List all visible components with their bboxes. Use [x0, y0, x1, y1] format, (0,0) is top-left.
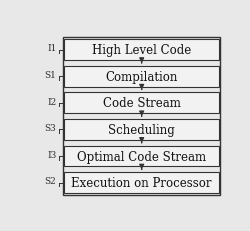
Bar [64, 173, 219, 193]
Text: S2: S2 [45, 177, 56, 186]
Bar [63, 38, 220, 195]
Text: I3: I3 [47, 150, 56, 159]
Text: I2: I2 [47, 97, 56, 106]
Text: Optimal Code Stream: Optimal Code Stream [77, 150, 206, 163]
Text: I1: I1 [47, 44, 56, 53]
Text: High Level Code: High Level Code [92, 44, 191, 57]
Text: Scheduling: Scheduling [108, 123, 175, 136]
Text: S1: S1 [44, 71, 56, 80]
Text: Code Stream: Code Stream [103, 97, 180, 110]
Text: Compilation: Compilation [106, 70, 178, 83]
Bar [64, 40, 219, 61]
Text: Execution on Processor: Execution on Processor [72, 176, 212, 189]
Bar [64, 120, 219, 140]
Bar [64, 146, 219, 167]
Text: S3: S3 [45, 124, 56, 133]
Bar [64, 67, 219, 87]
Bar [64, 93, 219, 114]
